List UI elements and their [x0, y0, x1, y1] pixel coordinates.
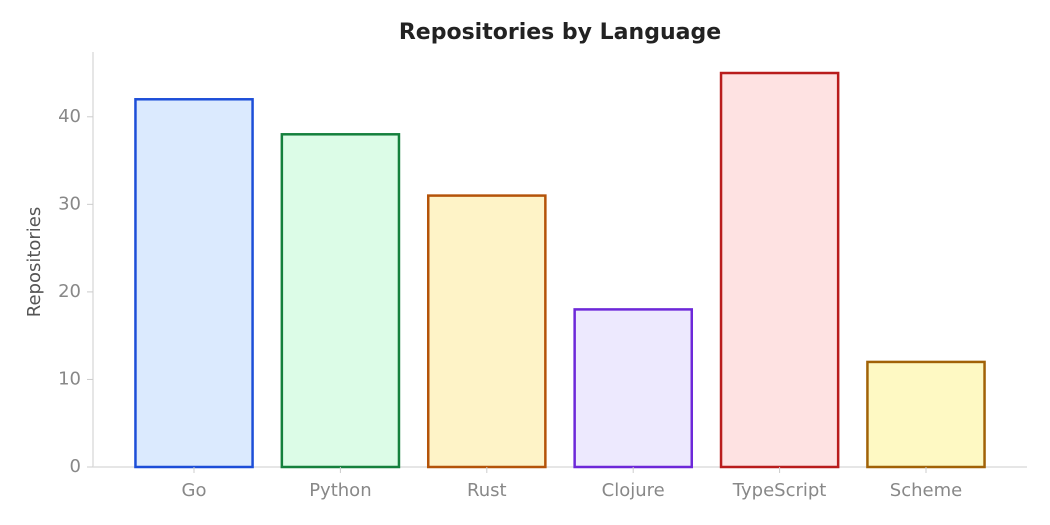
- x-tick-label: Python: [309, 480, 371, 501]
- bar: [866, 360, 986, 469]
- bar: [426, 194, 547, 469]
- bar: [280, 133, 401, 469]
- y-tick-label: 10: [58, 368, 81, 389]
- x-tick-label: Go: [182, 480, 207, 501]
- bar: [134, 98, 254, 469]
- x-tick-label: Clojure: [602, 480, 665, 501]
- x-tick-label: Rust: [467, 480, 507, 501]
- chart-title: Repositories by Language: [399, 20, 721, 45]
- y-tick-label: 40: [58, 106, 81, 127]
- y-tick-label: 30: [58, 193, 81, 214]
- x-tick-label: TypeScript: [732, 480, 827, 501]
- x-tick-label: Scheme: [890, 480, 962, 501]
- bar: [573, 308, 694, 469]
- y-tick-label: 0: [70, 456, 81, 477]
- y-axis-label: Repositories: [24, 207, 45, 318]
- y-tick-label: 20: [58, 281, 81, 302]
- bar: [719, 71, 840, 469]
